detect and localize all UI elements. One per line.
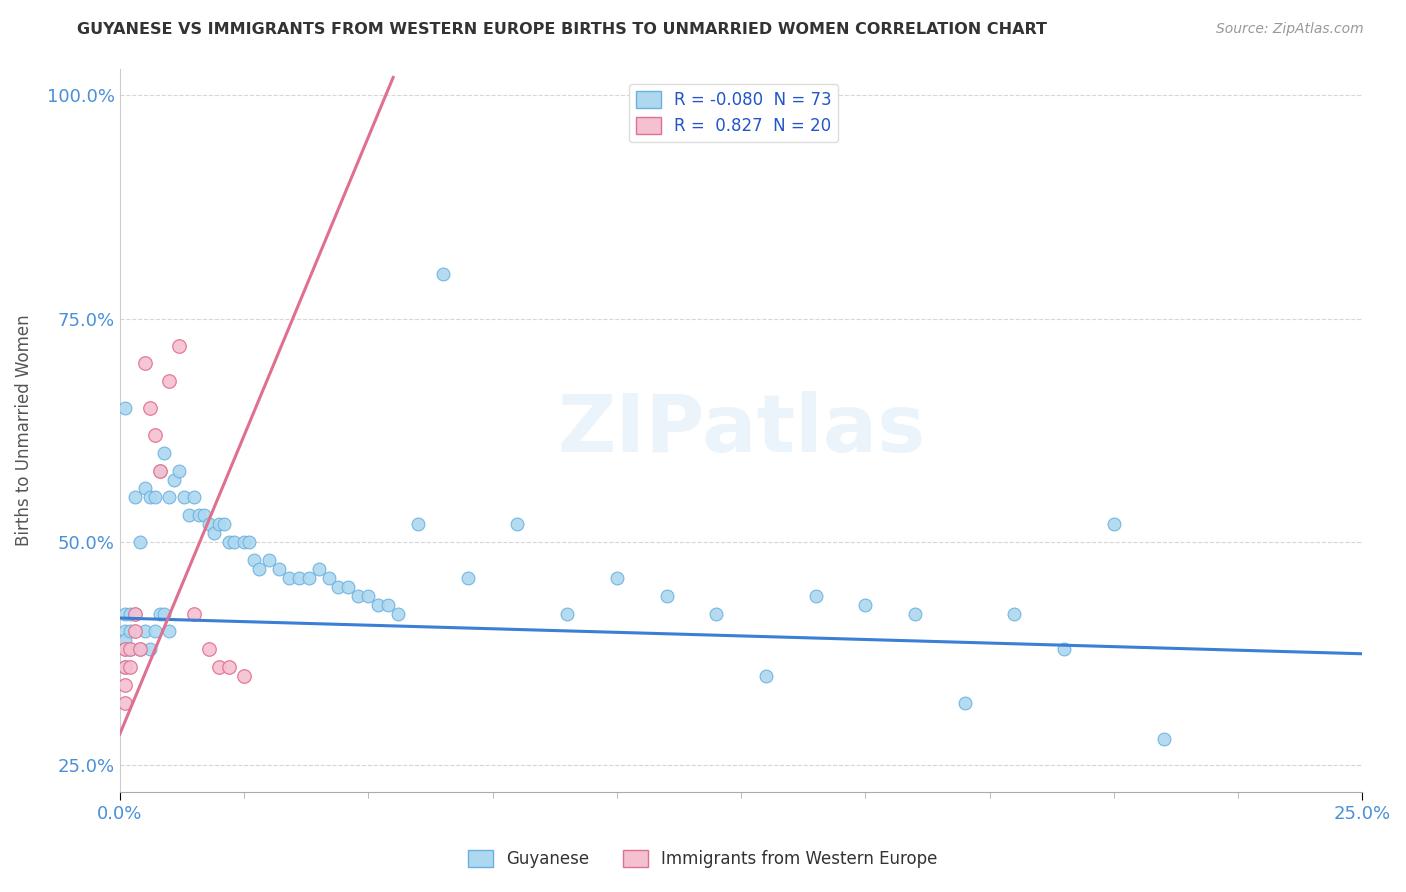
Point: [128, 642, 150, 657]
Point: [128, 642, 150, 657]
Point: [208, 660, 231, 674]
Point: [337, 580, 360, 594]
Point: [134, 482, 156, 496]
Point: [118, 642, 141, 657]
Point: [233, 535, 256, 549]
Point: [153, 607, 176, 621]
Point: [128, 535, 150, 549]
Point: [143, 428, 166, 442]
Point: [655, 589, 678, 603]
Point: [387, 607, 409, 621]
Point: [124, 491, 146, 505]
Point: [1004, 607, 1026, 621]
Point: [218, 535, 240, 549]
Point: [233, 669, 256, 683]
Point: [143, 624, 166, 639]
Point: [357, 589, 380, 603]
Point: [222, 535, 245, 549]
Point: [606, 571, 628, 585]
Point: [506, 517, 529, 532]
Point: [173, 491, 195, 505]
Point: [212, 517, 235, 532]
Point: [704, 607, 727, 621]
Point: [238, 535, 260, 549]
Point: [1153, 731, 1175, 746]
Legend: Guyanese, Immigrants from Western Europe: Guyanese, Immigrants from Western Europe: [461, 843, 945, 875]
Point: [755, 669, 778, 683]
Point: [179, 508, 201, 523]
Point: [138, 642, 160, 657]
Point: [287, 571, 309, 585]
Point: [198, 642, 221, 657]
Point: [143, 491, 166, 505]
Point: [953, 696, 976, 710]
Point: [114, 678, 136, 692]
Y-axis label: Births to Unmarried Women: Births to Unmarried Women: [15, 315, 32, 546]
Point: [114, 624, 136, 639]
Point: [198, 517, 221, 532]
Point: [308, 562, 330, 576]
Point: [148, 464, 170, 478]
Point: [124, 607, 146, 621]
Point: [118, 642, 141, 657]
Point: [1102, 517, 1125, 532]
Point: [853, 598, 876, 612]
Point: [169, 338, 191, 352]
Point: [159, 624, 181, 639]
Point: [298, 571, 321, 585]
Point: [114, 607, 136, 621]
Point: [159, 374, 181, 388]
Point: [243, 553, 266, 567]
Point: [247, 562, 270, 576]
Point: [138, 491, 160, 505]
Point: [138, 401, 160, 415]
Point: [114, 696, 136, 710]
Point: [218, 660, 240, 674]
Point: [114, 642, 136, 657]
Point: [134, 624, 156, 639]
Point: [118, 660, 141, 674]
Point: [148, 607, 170, 621]
Point: [555, 607, 578, 621]
Point: [183, 491, 205, 505]
Text: GUYANESE VS IMMIGRANTS FROM WESTERN EUROPE BIRTHS TO UNMARRIED WOMEN CORRELATION: GUYANESE VS IMMIGRANTS FROM WESTERN EURO…: [77, 22, 1047, 37]
Point: [318, 571, 340, 585]
Point: [118, 624, 141, 639]
Point: [124, 607, 146, 621]
Point: [457, 571, 479, 585]
Point: [377, 598, 399, 612]
Point: [208, 517, 231, 532]
Point: [118, 607, 141, 621]
Legend: R = -0.080  N = 73, R =  0.827  N = 20: R = -0.080 N = 73, R = 0.827 N = 20: [628, 84, 838, 142]
Point: [163, 473, 186, 487]
Point: [277, 571, 299, 585]
Point: [202, 526, 225, 541]
Point: [193, 508, 215, 523]
Point: [134, 356, 156, 370]
Point: [267, 562, 290, 576]
Point: [124, 624, 146, 639]
Point: [406, 517, 429, 532]
Point: [114, 642, 136, 657]
Point: [183, 607, 205, 621]
Point: [367, 598, 389, 612]
Point: [1053, 642, 1076, 657]
Point: [114, 660, 136, 674]
Point: [904, 607, 927, 621]
Point: [114, 660, 136, 674]
Point: [159, 491, 181, 505]
Text: ZIPatlas: ZIPatlas: [557, 392, 925, 469]
Point: [169, 464, 191, 478]
Point: [347, 589, 370, 603]
Point: [153, 446, 176, 460]
Text: Source: ZipAtlas.com: Source: ZipAtlas.com: [1216, 22, 1364, 37]
Point: [432, 267, 454, 281]
Point: [328, 580, 350, 594]
Point: [257, 553, 280, 567]
Point: [114, 633, 136, 648]
Point: [148, 464, 170, 478]
Point: [804, 589, 827, 603]
Point: [188, 508, 211, 523]
Point: [114, 401, 136, 415]
